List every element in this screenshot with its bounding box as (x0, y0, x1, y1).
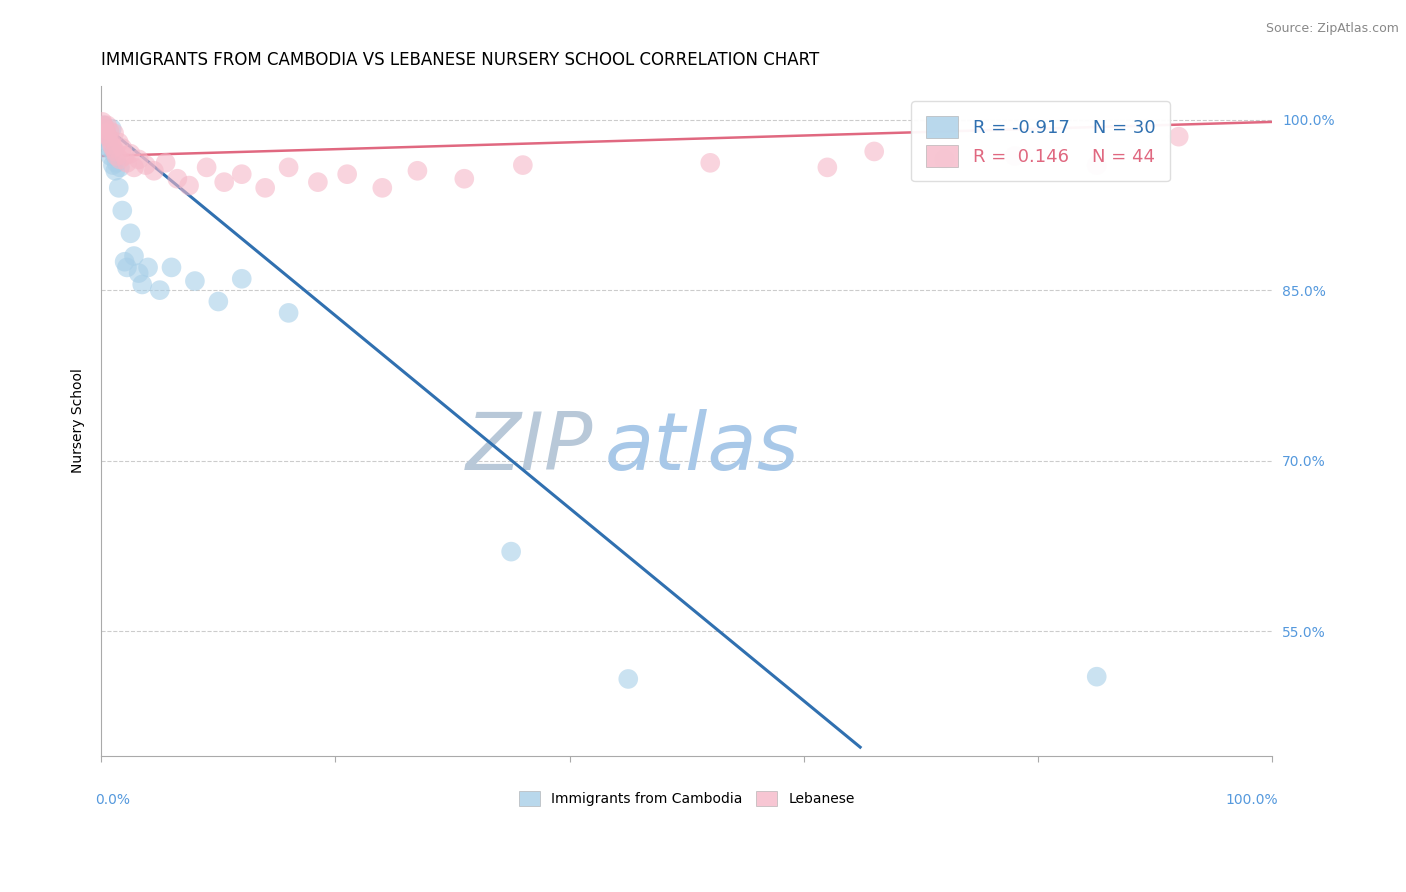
Text: atlas: atlas (605, 409, 800, 487)
Point (406, 163, 429, 178)
Point (96, 118, 118, 132)
Point (142, 163, 165, 178)
Point (120, 146, 142, 161)
Point (111, 203, 134, 218)
Point (103, 126, 125, 140)
Point (166, 171, 188, 186)
Point (1167, 129, 1189, 144)
Point (135, 158, 157, 172)
Point (94, 126, 117, 140)
Point (111, 141, 134, 155)
Legend: Immigrants from Cambodia, Lebanese: Immigrants from Cambodia, Lebanese (512, 784, 862, 813)
Point (100, 133, 122, 147)
Point (934, 153, 956, 167)
Point (115, 260, 138, 275)
Text: 100.0%: 100.0% (1226, 793, 1278, 807)
Point (254, 181, 277, 195)
Point (101, 141, 124, 155)
Point (107, 136, 129, 150)
Point (100, 137, 122, 152)
Point (93, 118, 115, 132)
Text: IMMIGRANTS FROM CAMBODIA VS LEBANESE NURSERY SCHOOL CORRELATION CHART: IMMIGRANTS FROM CAMBODIA VS LEBANESE NUR… (101, 51, 820, 69)
Text: ZIP: ZIP (465, 409, 593, 487)
Point (107, 181, 129, 195)
Point (307, 175, 329, 189)
Point (97, 136, 120, 150)
Point (336, 167, 359, 181)
Point (100, 149, 122, 163)
Point (207, 294, 229, 309)
Point (104, 145, 127, 159)
Text: 0.0%: 0.0% (96, 793, 131, 807)
Point (105, 149, 128, 163)
Point (155, 156, 177, 170)
Point (277, 161, 299, 175)
Point (94, 124, 117, 138)
Point (177, 178, 200, 193)
Point (128, 153, 150, 167)
Point (231, 167, 253, 181)
Point (100, 121, 122, 136)
Point (1085, 670, 1108, 684)
Point (105, 156, 128, 170)
Point (91, 115, 114, 129)
Point (136, 260, 159, 275)
Point (512, 158, 534, 172)
Point (120, 227, 142, 241)
Point (617, 672, 640, 686)
Point (131, 277, 153, 292)
Point (93, 118, 115, 132)
Point (863, 145, 886, 159)
Point (98, 141, 121, 155)
Point (114, 149, 136, 163)
Point (212, 175, 235, 189)
Point (149, 283, 172, 297)
Point (160, 260, 183, 275)
Point (184, 274, 207, 288)
Point (128, 266, 150, 280)
Point (93, 121, 115, 136)
Point (97, 129, 120, 144)
Point (231, 272, 253, 286)
Point (371, 181, 394, 195)
Point (277, 306, 299, 320)
Point (195, 161, 218, 175)
Point (122, 161, 145, 175)
Point (815, 161, 838, 175)
Point (453, 171, 475, 186)
Point (115, 156, 138, 170)
Point (96, 129, 118, 144)
Point (98, 124, 121, 138)
Point (108, 153, 131, 167)
Y-axis label: Nursery School: Nursery School (72, 368, 86, 474)
Point (1004, 149, 1026, 163)
Point (114, 254, 136, 268)
Point (1085, 158, 1108, 172)
Point (108, 161, 131, 175)
Point (501, 544, 523, 558)
Point (122, 249, 145, 263)
Point (101, 158, 124, 172)
Point (103, 146, 125, 161)
Text: Source: ZipAtlas.com: Source: ZipAtlas.com (1265, 22, 1399, 36)
Point (699, 156, 721, 170)
Point (104, 163, 127, 178)
